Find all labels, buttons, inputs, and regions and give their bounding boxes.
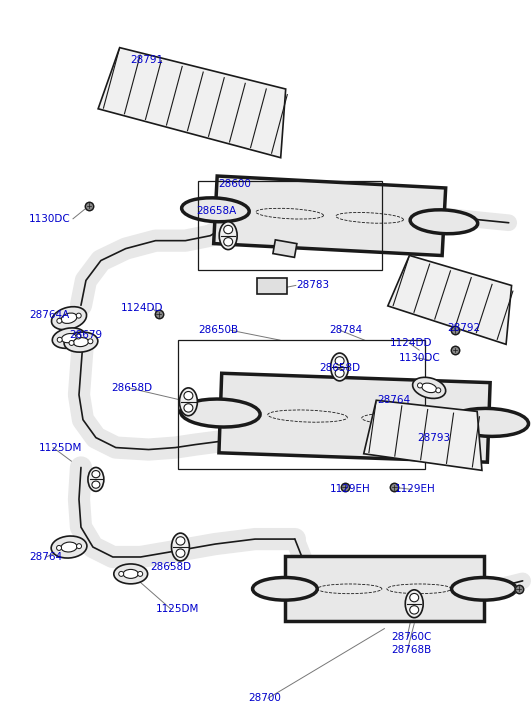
Text: 28760C: 28760C xyxy=(392,632,431,641)
Ellipse shape xyxy=(413,377,446,398)
Ellipse shape xyxy=(224,238,232,246)
Polygon shape xyxy=(285,556,484,621)
Ellipse shape xyxy=(418,383,422,388)
Ellipse shape xyxy=(76,334,81,339)
Ellipse shape xyxy=(114,564,147,584)
Text: 28700: 28700 xyxy=(248,694,281,703)
Bar xyxy=(178,340,425,470)
Ellipse shape xyxy=(61,313,77,324)
Ellipse shape xyxy=(436,387,441,393)
Polygon shape xyxy=(98,48,286,158)
Text: 1124DD: 1124DD xyxy=(121,303,163,313)
Text: 1124DD: 1124DD xyxy=(389,338,432,348)
Text: 1129EH: 1129EH xyxy=(394,484,435,494)
Text: 28764A: 28764A xyxy=(29,310,70,321)
Polygon shape xyxy=(257,278,287,294)
Text: 28784: 28784 xyxy=(330,325,363,335)
Ellipse shape xyxy=(449,409,528,436)
Ellipse shape xyxy=(92,470,100,478)
Text: 28658D: 28658D xyxy=(151,562,192,572)
Ellipse shape xyxy=(422,383,437,393)
Text: 28658A: 28658A xyxy=(196,206,237,216)
Text: 1125DM: 1125DM xyxy=(39,443,82,453)
Ellipse shape xyxy=(64,332,98,352)
Text: 28792: 28792 xyxy=(447,324,480,333)
Ellipse shape xyxy=(335,369,344,377)
Ellipse shape xyxy=(180,399,260,427)
Ellipse shape xyxy=(123,569,138,579)
Bar xyxy=(198,181,383,270)
Polygon shape xyxy=(388,255,512,345)
Polygon shape xyxy=(273,240,297,257)
Ellipse shape xyxy=(57,337,62,342)
Ellipse shape xyxy=(179,388,197,416)
Ellipse shape xyxy=(176,549,185,558)
Ellipse shape xyxy=(92,481,100,489)
Ellipse shape xyxy=(171,533,189,561)
Ellipse shape xyxy=(57,318,62,324)
Ellipse shape xyxy=(253,577,317,600)
Ellipse shape xyxy=(62,334,77,342)
Ellipse shape xyxy=(176,537,185,545)
Ellipse shape xyxy=(52,307,87,330)
Ellipse shape xyxy=(52,328,86,348)
Ellipse shape xyxy=(73,337,88,347)
Text: 28791: 28791 xyxy=(131,55,164,65)
Text: 1125DM: 1125DM xyxy=(155,603,199,614)
Ellipse shape xyxy=(184,403,193,412)
Text: 28600: 28600 xyxy=(218,179,251,189)
Ellipse shape xyxy=(224,225,232,233)
Text: 28650B: 28650B xyxy=(198,325,238,335)
Ellipse shape xyxy=(452,577,516,600)
Ellipse shape xyxy=(119,571,124,577)
Ellipse shape xyxy=(405,590,423,618)
Text: 1129EH: 1129EH xyxy=(330,484,370,494)
Text: 28679: 28679 xyxy=(69,330,102,340)
Ellipse shape xyxy=(88,339,93,344)
Ellipse shape xyxy=(410,606,419,614)
Ellipse shape xyxy=(76,313,81,318)
Text: 28658D: 28658D xyxy=(320,363,361,373)
Text: 1130DC: 1130DC xyxy=(400,353,441,363)
Ellipse shape xyxy=(61,542,77,552)
Ellipse shape xyxy=(335,357,344,365)
Ellipse shape xyxy=(331,353,348,381)
Ellipse shape xyxy=(51,536,87,558)
Ellipse shape xyxy=(77,544,81,549)
Ellipse shape xyxy=(410,210,478,233)
Text: 28768B: 28768B xyxy=(392,646,431,656)
Ellipse shape xyxy=(181,198,249,222)
Text: 28764: 28764 xyxy=(29,552,62,562)
Ellipse shape xyxy=(56,545,62,550)
Polygon shape xyxy=(364,401,482,470)
Text: 28764: 28764 xyxy=(377,395,411,405)
Polygon shape xyxy=(219,373,490,462)
Ellipse shape xyxy=(69,340,74,345)
Text: 1130DC: 1130DC xyxy=(29,214,71,224)
Text: 28793: 28793 xyxy=(417,433,450,443)
Polygon shape xyxy=(214,176,446,255)
Ellipse shape xyxy=(184,392,193,400)
Ellipse shape xyxy=(410,593,419,602)
Text: 28783: 28783 xyxy=(296,281,329,290)
Ellipse shape xyxy=(88,467,104,491)
Text: 28658D: 28658D xyxy=(111,383,152,393)
Ellipse shape xyxy=(219,222,237,249)
Ellipse shape xyxy=(138,571,143,577)
